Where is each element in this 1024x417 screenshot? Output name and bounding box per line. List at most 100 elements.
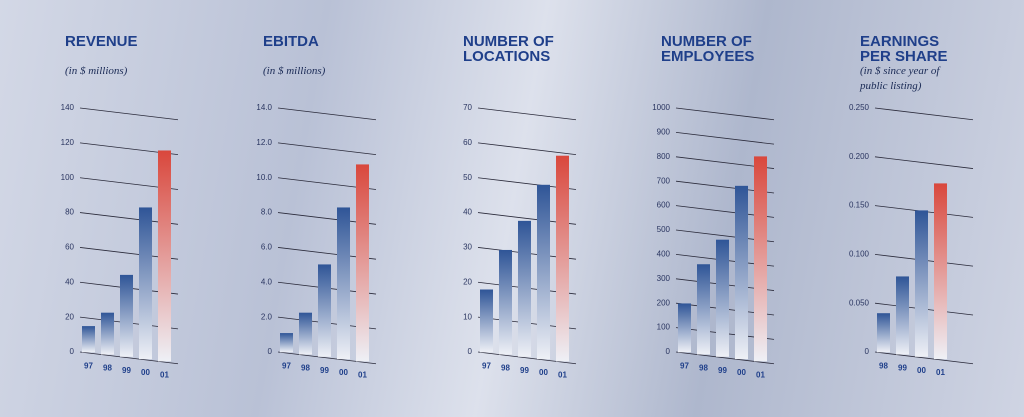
y-tick-label: 20 — [65, 312, 74, 321]
x-tick-label: 00 — [339, 368, 348, 377]
y-tick-label: 800 — [657, 152, 671, 161]
y-tick-label: 14.0 — [256, 103, 272, 112]
grid-line — [874, 351, 974, 365]
x-tick-label: 98 — [501, 364, 510, 373]
y-tick-label: 0 — [268, 347, 273, 356]
y-tick-label: 50 — [463, 173, 472, 182]
bar — [518, 220, 531, 357]
x-tick-label: 98 — [699, 364, 708, 373]
x-tick-label: 97 — [84, 361, 93, 370]
x-tick-label: 97 — [282, 361, 291, 370]
y-tick-label: 400 — [657, 250, 671, 259]
bar — [356, 164, 369, 362]
y-tick-label: 300 — [657, 274, 671, 283]
y-tick-label: 0 — [865, 347, 870, 356]
y-tick-label: 8.0 — [261, 208, 273, 217]
y-tick-label: 500 — [657, 225, 671, 234]
y-tick-label: 140 — [61, 103, 75, 112]
x-tick-label: 98 — [103, 364, 112, 373]
y-tick-label: 120 — [61, 138, 75, 147]
y-tick-label: 600 — [657, 201, 671, 210]
x-tick-label: 98 — [301, 364, 310, 373]
y-tick-label: 900 — [657, 128, 671, 137]
y-tick-label: 100 — [61, 173, 75, 182]
bar — [337, 207, 350, 360]
y-tick-label: 20 — [463, 277, 472, 286]
grid-line — [874, 156, 974, 169]
x-tick-label: 01 — [160, 370, 169, 379]
x-tick-label: 97 — [482, 361, 491, 370]
bar — [480, 289, 493, 353]
bar — [280, 333, 293, 353]
bar — [299, 312, 312, 355]
bar — [318, 264, 331, 357]
grid-line — [477, 351, 577, 365]
y-tick-label: 0 — [70, 347, 75, 356]
grid-line — [277, 142, 377, 156]
bar — [697, 264, 710, 355]
y-tick-label: 12.0 — [256, 138, 272, 147]
bar — [735, 185, 748, 360]
grid-line — [79, 107, 179, 121]
y-tick-label: 0.250 — [849, 103, 870, 112]
grid-line — [277, 351, 377, 365]
x-tick-label: 99 — [520, 366, 529, 375]
x-tick-label: 00 — [917, 366, 926, 375]
y-tick-label: 70 — [463, 103, 472, 112]
y-tick-label: 30 — [463, 243, 472, 252]
y-tick-label: 0.150 — [849, 201, 870, 210]
y-tick-label: 1000 — [652, 103, 670, 112]
grid-line — [675, 107, 775, 121]
bar — [934, 183, 947, 360]
y-tick-label: 40 — [463, 208, 472, 217]
bar — [754, 156, 767, 362]
x-tick-label: 99 — [122, 366, 131, 375]
y-tick-label: 40 — [65, 277, 74, 286]
bar — [877, 313, 890, 353]
y-tick-label: 0.200 — [849, 152, 870, 161]
y-tick-label: 60 — [463, 138, 472, 147]
bar — [158, 150, 171, 362]
y-tick-label: 10 — [463, 312, 472, 321]
bar — [556, 155, 569, 362]
bar — [101, 312, 114, 355]
chart-subtitle: (in $ millions) — [65, 65, 128, 77]
y-tick-label: 0.050 — [849, 298, 870, 307]
y-tick-label: 10.0 — [256, 173, 272, 182]
chart-title: NUMBER OF EMPLOYEES — [661, 33, 755, 65]
bar — [499, 249, 512, 355]
bar — [678, 303, 691, 353]
x-tick-label: 98 — [879, 361, 888, 370]
grid-line — [477, 142, 577, 156]
x-tick-label: 01 — [936, 368, 945, 377]
bar — [139, 207, 152, 360]
chart-title: EBITDA — [263, 33, 319, 50]
grid-line — [477, 107, 577, 121]
x-tick-label: 99 — [320, 366, 329, 375]
x-tick-label: 01 — [558, 370, 567, 379]
grid-line — [874, 107, 974, 121]
y-tick-label: 0.100 — [849, 250, 870, 259]
grid-line — [675, 351, 775, 365]
y-tick-label: 100 — [657, 323, 671, 332]
y-tick-label: 4.0 — [261, 277, 273, 286]
y-tick-label: 2.0 — [261, 312, 273, 321]
grid-line — [675, 132, 775, 145]
x-tick-label: 00 — [141, 368, 150, 377]
y-tick-label: 0 — [468, 347, 473, 356]
x-tick-label: 00 — [737, 368, 746, 377]
chart-subtitle: (in $ since year of public listing) — [860, 65, 940, 92]
x-tick-label: 01 — [358, 370, 367, 379]
chart-subtitle: (in $ millions) — [263, 65, 326, 77]
grid-line — [79, 351, 179, 365]
bar — [896, 276, 909, 355]
y-tick-label: 60 — [65, 243, 74, 252]
grid-line — [277, 107, 377, 121]
y-tick-label: 700 — [657, 176, 671, 185]
y-tick-label: 6.0 — [261, 243, 273, 252]
y-tick-label: 200 — [657, 298, 671, 307]
x-tick-label: 97 — [680, 361, 689, 370]
chart-title: NUMBER OF LOCATIONS — [463, 33, 554, 65]
